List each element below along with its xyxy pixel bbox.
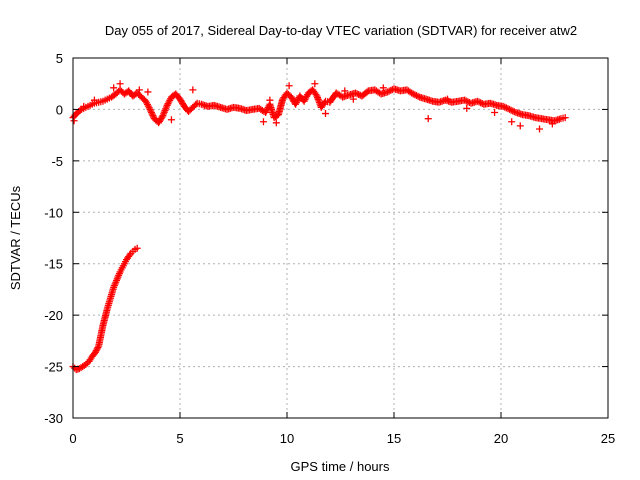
- axis-ticks: 0 5 10 15 20 25 5 0 -5 -10 -15 -20 -25 -30: [44, 51, 615, 446]
- scatter-point: [135, 86, 143, 94]
- scatter-point: [144, 88, 152, 96]
- data-point: [475, 98, 483, 106]
- data-point: [462, 97, 470, 105]
- data-point: [385, 87, 393, 95]
- data-point: [93, 345, 101, 353]
- grid: [73, 58, 608, 418]
- data-point: [351, 89, 359, 97]
- scatter-point: [491, 109, 499, 117]
- scatter-point: [311, 80, 319, 88]
- x-tick-label: 20: [494, 431, 508, 446]
- data-point: [499, 102, 507, 110]
- scatter-point: [349, 95, 357, 103]
- x-tick-label: 5: [176, 431, 183, 446]
- scatter-point: [266, 96, 274, 104]
- scatter-point: [379, 84, 387, 92]
- data-points: [69, 80, 569, 374]
- scatter-point: [259, 118, 267, 126]
- data-point: [158, 113, 166, 121]
- data-point: [473, 97, 481, 105]
- y-tick-label: -20: [44, 308, 63, 323]
- scatter-point: [444, 95, 451, 103]
- data-point: [504, 105, 512, 113]
- data-point: [82, 361, 90, 369]
- data-point: [147, 107, 155, 115]
- x-tick-label: 0: [69, 431, 76, 446]
- scatter-point: [548, 120, 556, 128]
- scatter-point: [508, 118, 516, 126]
- data-point: [353, 90, 361, 98]
- scatter-point: [322, 110, 330, 118]
- data-point: [133, 244, 141, 252]
- y-tick-label: -5: [51, 154, 63, 169]
- scatter-point: [90, 96, 98, 104]
- data-point: [501, 103, 509, 111]
- data-point: [502, 104, 510, 112]
- data-point: [149, 112, 157, 120]
- data-point: [312, 91, 320, 99]
- data-point: [148, 110, 156, 118]
- y-tick-label: 5: [56, 51, 63, 66]
- y-axis-label: SDTVAR / TECUs: [8, 185, 23, 290]
- x-tick-label: 10: [280, 431, 294, 446]
- data-point: [145, 104, 153, 112]
- plot-frame: [72, 57, 609, 419]
- scatter-point: [116, 80, 124, 88]
- y-tick-label: -25: [44, 360, 63, 375]
- x-tick-label: 15: [387, 431, 401, 446]
- y-tick-label: -15: [44, 257, 63, 272]
- data-point: [509, 107, 517, 115]
- data-point: [409, 90, 417, 98]
- scatter-point: [424, 115, 432, 123]
- data-point: [147, 109, 155, 117]
- scatter-point: [536, 125, 544, 133]
- data-point: [461, 96, 469, 104]
- data-point: [510, 108, 518, 116]
- data-point: [126, 251, 134, 259]
- data-point: [464, 98, 472, 106]
- scatter-point: [516, 122, 524, 130]
- scatter-point: [341, 87, 349, 95]
- data-point: [384, 88, 392, 96]
- data-point: [76, 106, 84, 114]
- data-point: [506, 105, 514, 113]
- scatter-point: [463, 104, 471, 112]
- data-point: [507, 106, 515, 114]
- y-tick-label: -10: [44, 205, 63, 220]
- data-point: [561, 114, 569, 122]
- scatter-point: [189, 86, 197, 94]
- data-point: [414, 92, 422, 100]
- scatter-point: [272, 119, 280, 127]
- data-point: [477, 99, 485, 107]
- data-point: [91, 348, 99, 356]
- data-point: [94, 344, 102, 352]
- x-axis-label: GPS time / hours: [291, 459, 390, 474]
- data-point: [92, 347, 100, 355]
- chart-title: Day 055 of 2017, Sidereal Day-to-day VTE…: [105, 23, 577, 38]
- x-tick-label: 25: [601, 431, 615, 446]
- scatter-point: [285, 82, 293, 90]
- scatter-point: [70, 117, 78, 125]
- data-point: [411, 91, 419, 99]
- scatter-point: [167, 116, 175, 124]
- scatter-point: [80, 102, 88, 110]
- data-point: [412, 92, 420, 100]
- scatter-point: [110, 84, 118, 92]
- data-point: [387, 86, 395, 94]
- y-tick-label: 0: [56, 102, 63, 117]
- y-tick-label: -30: [44, 411, 63, 426]
- data-point: [146, 105, 154, 113]
